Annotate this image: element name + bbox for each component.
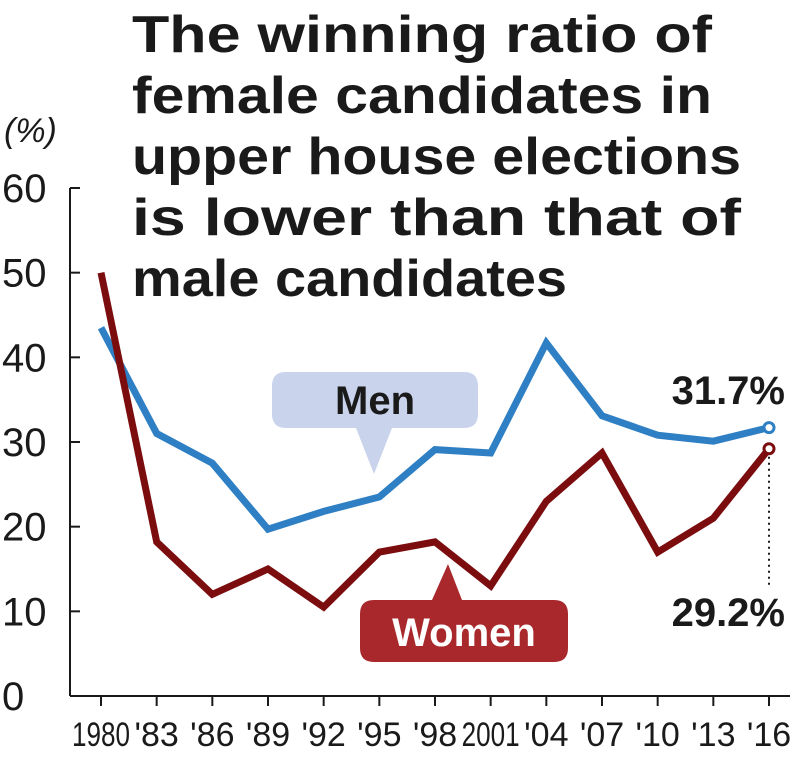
men-end-marker bbox=[762, 421, 776, 435]
y-tick-label: 10 bbox=[2, 590, 47, 634]
x-tick-label: '13 bbox=[691, 716, 735, 754]
x-tick-label: '89 bbox=[246, 716, 290, 754]
x-tick-label: '10 bbox=[636, 716, 680, 754]
y-tick-label: 30 bbox=[2, 421, 47, 465]
y-tick-label: 20 bbox=[2, 506, 47, 550]
series-layer bbox=[97, 271, 772, 612]
women-value-label: 29.2% bbox=[672, 591, 785, 635]
y-tick-label: 60 bbox=[2, 167, 47, 211]
annotation-layer: 31.7% 29.2% bbox=[672, 369, 785, 635]
y-tick-label: 40 bbox=[2, 336, 47, 380]
x-tick-label: '86 bbox=[190, 716, 234, 754]
legend-women-bubble bbox=[360, 564, 568, 662]
x-tick-label: '92 bbox=[302, 716, 346, 754]
chart-title-line: upper house elections bbox=[132, 128, 741, 186]
men-value-label: 31.7% bbox=[672, 369, 785, 413]
women-end-marker bbox=[762, 442, 776, 456]
x-tick-label: '83 bbox=[135, 716, 179, 754]
chart-title-line: female candidates in bbox=[132, 67, 712, 125]
legend-men-bubble bbox=[272, 372, 478, 474]
x-tick-label: '16 bbox=[747, 716, 791, 754]
series-line-men bbox=[97, 326, 770, 534]
y-tick-label: 50 bbox=[2, 252, 47, 296]
x-tick-label: '07 bbox=[580, 716, 624, 754]
x-tick-label: '98 bbox=[413, 716, 457, 754]
x-tick-label: '95 bbox=[357, 716, 401, 754]
chart-title-line: is lower than that of bbox=[132, 189, 742, 247]
x-tick-label: '04 bbox=[524, 716, 568, 754]
axes-layer: 0 10 20 30 40 50 60 (%) 1980'83 '86 '89 '92 '95 '98 20… bbox=[2, 112, 791, 754]
legend-women-label: Women bbox=[392, 611, 536, 655]
legend-men-label: Men bbox=[335, 379, 415, 423]
x-tick-label: 2001 bbox=[462, 716, 520, 754]
y-tick-label: 0 bbox=[2, 675, 24, 719]
x-tick-label: 1980 bbox=[72, 716, 130, 754]
series-line-women bbox=[97, 271, 772, 612]
chart-title-line: male candidates bbox=[132, 250, 567, 308]
chart-title-line: The winning ratio of bbox=[132, 6, 713, 64]
legend-layer: Men Women bbox=[272, 372, 568, 662]
y-unit-label: (%) bbox=[4, 112, 57, 150]
